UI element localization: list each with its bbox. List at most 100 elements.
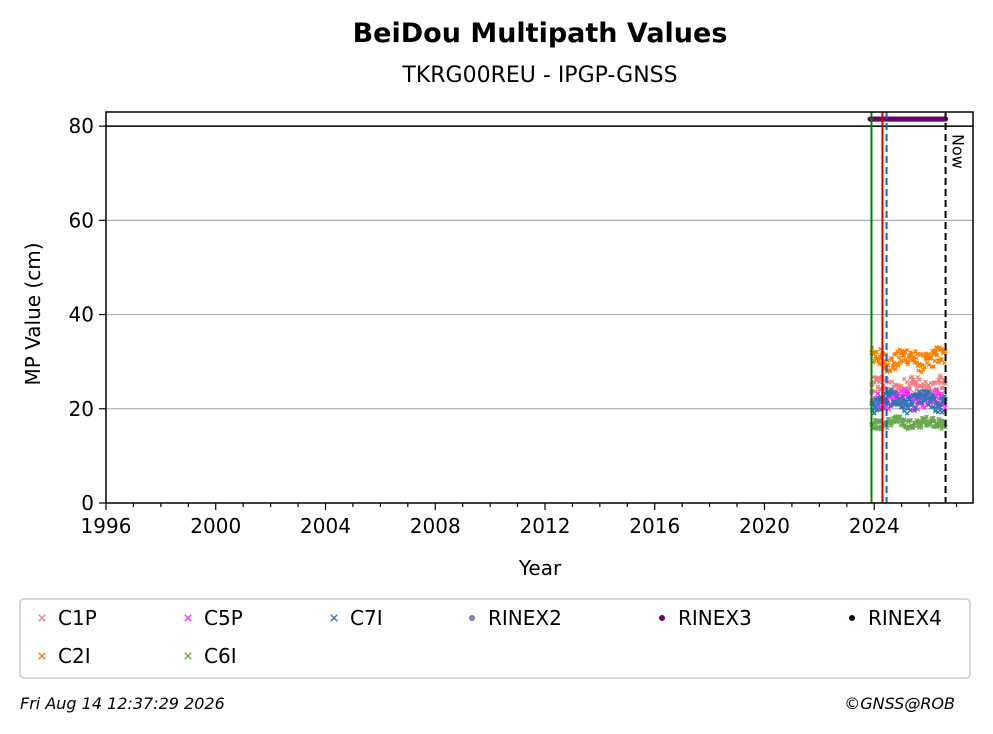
- point-c2i: [920, 367, 926, 372]
- point-c5p: [935, 391, 941, 397]
- point-c1p: [911, 377, 916, 383]
- point-c6i: [923, 418, 928, 423]
- point-c7i: [926, 389, 932, 394]
- x-axis-label: Year: [518, 556, 562, 580]
- point-c5p: [903, 387, 909, 393]
- point-c7i: [871, 402, 877, 407]
- point-c2i: [876, 357, 882, 363]
- legend-label-c7i: C7I: [350, 606, 383, 630]
- point-c5p: [905, 388, 911, 394]
- legend-marker-c1p: [38, 614, 46, 622]
- y-tick-label: 20: [69, 397, 94, 421]
- point-c2i: [901, 352, 907, 358]
- point-c2i: [897, 347, 902, 353]
- point-c2i: [939, 356, 944, 362]
- point-c2i: [943, 349, 948, 355]
- point-c6i: [932, 418, 937, 424]
- x-tick-label: 2000: [190, 514, 241, 538]
- chart-title: BeiDou Multipath Values: [353, 18, 728, 49]
- point-c2i: [893, 351, 899, 357]
- point-c7i: [912, 408, 917, 413]
- legend-marker-rinex3: [659, 615, 665, 621]
- point-c2i: [916, 368, 921, 373]
- x-tick-label: 2024: [849, 514, 900, 538]
- point-c2i: [904, 347, 910, 353]
- chart-subtitle: TKRG00REU - IPGP-GNSS: [401, 63, 677, 88]
- point-c7i: [931, 404, 936, 410]
- point-c7i: [917, 389, 923, 394]
- point-c6i: [872, 425, 877, 431]
- point-c1p: [917, 377, 923, 382]
- point-c2i: [934, 352, 940, 358]
- point-c2i: [893, 367, 898, 372]
- point-c7i: [896, 397, 902, 403]
- point-c2i: [931, 364, 936, 369]
- point-c6i: [924, 414, 929, 419]
- legend-marker-c2i: [38, 652, 46, 660]
- y-tick-label: 60: [69, 208, 94, 232]
- legend-marker-rinex2: [469, 615, 475, 621]
- legend-label-c6i: C6I: [204, 644, 237, 668]
- x-tick-label: 2016: [629, 514, 680, 538]
- legend-label-rinex2: RINEX2: [488, 606, 562, 630]
- legend-label-rinex4: RINEX4: [868, 606, 942, 630]
- point-c7i: [893, 390, 898, 395]
- x-tick-label: 2020: [739, 514, 790, 538]
- point-c7i: [938, 402, 944, 408]
- point-c1p: [927, 385, 932, 391]
- legend-frame: [19, 598, 971, 679]
- legend-marker-c7i: [330, 614, 338, 622]
- point-c2i: [900, 358, 905, 363]
- point-c1p: [943, 381, 948, 387]
- point-c2i: [922, 364, 927, 370]
- legend-marker-c5p: [184, 614, 192, 622]
- point-c7i: [908, 399, 914, 405]
- point-c7i: [889, 387, 894, 393]
- point-c7i: [922, 393, 927, 399]
- point-c1p: [940, 386, 945, 391]
- point-c5p: [899, 388, 904, 394]
- legend-label-c2i: C2I: [58, 644, 91, 668]
- point-c2i: [896, 355, 902, 360]
- legend-label-rinex3: RINEX3: [678, 606, 752, 630]
- point-c2i: [918, 351, 924, 357]
- point-c2i: [933, 349, 939, 355]
- point-c7i: [904, 411, 910, 416]
- x-tick-label: 2012: [520, 514, 571, 538]
- point-c7i: [932, 397, 937, 402]
- point-c1p: [935, 387, 940, 393]
- y-axis-label: MP Value (cm): [21, 242, 45, 385]
- legend-label-c5p: C5P: [204, 606, 243, 630]
- point-c1p: [909, 374, 915, 380]
- footer-credit: ©GNSS@ROB: [844, 694, 955, 713]
- point-c2i: [913, 355, 919, 361]
- point-c7i: [905, 403, 911, 408]
- point-c6i: [931, 415, 936, 421]
- legend-label-c1p: C1P: [58, 606, 97, 630]
- point-c1p: [913, 379, 919, 384]
- y-tick-label: 40: [69, 303, 94, 327]
- point-c2i: [877, 361, 882, 367]
- footer-timestamp: Fri Aug 14 12:37:29 2026: [20, 694, 225, 713]
- y-tick-label: 0: [81, 491, 94, 515]
- legend-marker-c6i: [184, 652, 192, 660]
- axes-frame: [105, 111, 974, 504]
- point-c7i: [930, 393, 936, 398]
- point-c2i: [889, 357, 895, 362]
- x-tick-label: 1996: [81, 514, 132, 538]
- point-c5p: [934, 387, 939, 393]
- point-c7i: [905, 406, 910, 411]
- x-tick-label: 2008: [410, 514, 461, 538]
- point-c6i: [919, 424, 924, 430]
- x-tick-label: 2004: [300, 514, 351, 538]
- point-rinex3: [942, 116, 949, 122]
- point-c2i: [928, 355, 934, 361]
- plot-area: Now 1996 2000 2004 2008 2012 2016 2020 2024 0 20 40…: [69, 111, 974, 538]
- point-c5p: [922, 405, 927, 410]
- point-c7i: [909, 402, 915, 407]
- point-c7i: [932, 408, 938, 414]
- point-c2i: [905, 360, 911, 365]
- point-c7i: [889, 391, 895, 397]
- y-tick-label: 80: [69, 114, 94, 138]
- point-c2i: [874, 349, 879, 355]
